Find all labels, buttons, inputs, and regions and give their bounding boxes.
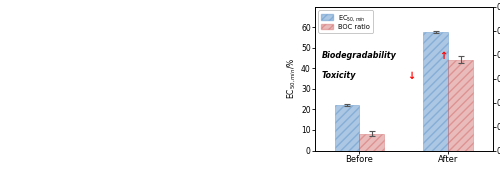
Bar [424, 31, 448, 151]
Bar [448, 60, 473, 173]
Bar [334, 105, 359, 151]
Text: Toxicity: Toxicity [322, 71, 356, 80]
Text: ↓: ↓ [408, 71, 416, 81]
Text: ↑: ↑ [440, 51, 448, 61]
Y-axis label: EC$_{50,min}$/%: EC$_{50,min}$/% [286, 58, 298, 99]
Text: Biodegradability: Biodegradability [322, 51, 397, 60]
Bar [360, 134, 384, 173]
Legend: EC$_{50,min}$, BOC ratio: EC$_{50,min}$, BOC ratio [318, 10, 373, 33]
